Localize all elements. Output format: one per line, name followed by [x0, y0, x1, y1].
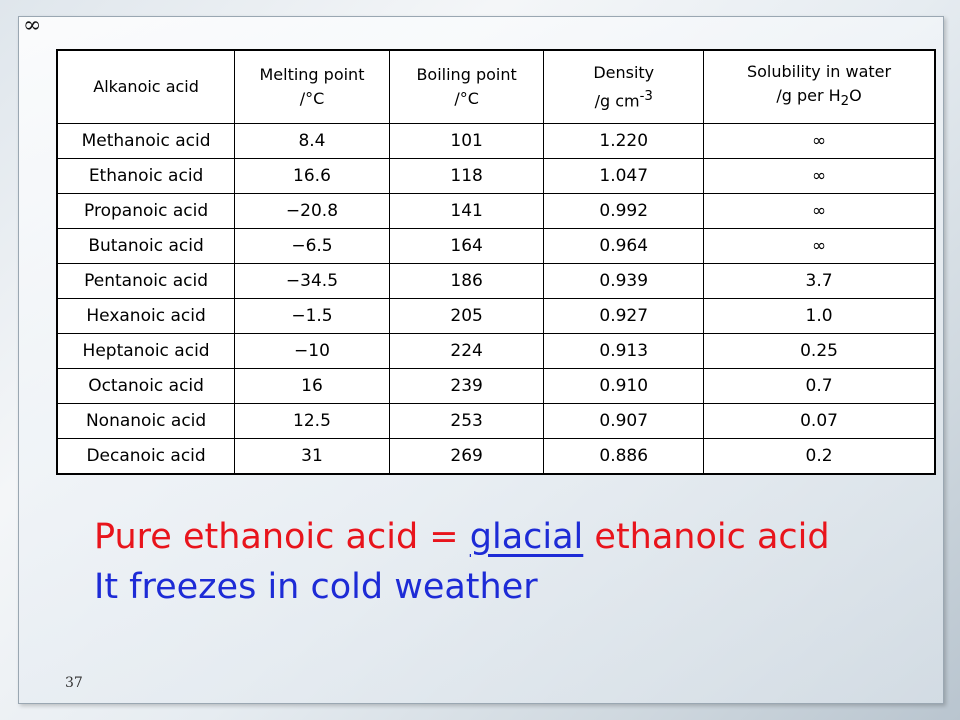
cell-mp: 12.5 [234, 403, 390, 439]
table-row: Methanoic acid 8.4 101 1.220 ∞ [56, 123, 936, 159]
table-row: Butanoic acid −6.5 164 0.964 ∞ [56, 228, 936, 264]
caption-freezes-line: It freezes in cold weather [94, 567, 538, 607]
cell-mp: −1.5 [234, 298, 390, 334]
cell-bp: 205 [388, 298, 545, 334]
cell-bp: 224 [388, 333, 545, 369]
cell-bp: 253 [388, 403, 545, 439]
header-density: Density /g cm-3 [543, 49, 705, 124]
cell-mp: −34.5 [234, 263, 390, 299]
cell-bp: 164 [388, 228, 545, 264]
cell-density: 0.907 [543, 403, 705, 439]
cell-solubility: ∞ [703, 158, 936, 194]
table-row: Pentanoic acid −34.5 186 0.939 3.7 [56, 263, 936, 299]
cell-bp: 118 [388, 158, 545, 194]
table-header-row: Alkanoic acid Melting point /°C Boiling … [56, 49, 936, 124]
cell-solubility: 3.7 [703, 263, 936, 299]
cell-mp-highlight: 16.6 [234, 158, 390, 194]
cell-solubility: ∞ [703, 193, 936, 229]
cell-solubility: ∞ [703, 228, 936, 264]
cell-acid: Hexanoic acid [56, 298, 236, 334]
cell-density: 0.927 [543, 298, 705, 334]
cell-density: 1.047 [543, 158, 705, 194]
cell-mp: −6.5 [234, 228, 390, 264]
cell-mp: −10 [234, 333, 390, 369]
header-boiling-point: Boiling point /°C [388, 49, 545, 124]
slide-number: 37 [65, 675, 83, 691]
cell-bp: 269 [388, 438, 545, 475]
table-row: Propanoic acid −20.8 141 0.992 ∞ [56, 193, 936, 229]
cell-density: 0.964 [543, 228, 705, 264]
cell-bp: 101 [388, 123, 545, 159]
cell-density: 0.913 [543, 333, 705, 369]
cell-acid: Propanoic acid [56, 193, 236, 229]
cell-density: 0.886 [543, 438, 705, 475]
cell-density: 0.910 [543, 368, 705, 404]
cell-acid: Pentanoic acid [56, 263, 236, 299]
glacial-word: glacial [469, 517, 584, 557]
cell-density: 0.939 [543, 263, 705, 299]
cell-solubility: 1.0 [703, 298, 936, 334]
cell-bp: 186 [388, 263, 545, 299]
cell-solubility: 0.07 [703, 403, 936, 439]
cell-solubility: 0.2 [703, 438, 936, 475]
cell-acid: Ethanoic acid [56, 158, 236, 194]
cell-solubility: 0.7 [703, 368, 936, 404]
cell-mp: 16 [234, 368, 390, 404]
cell-bp: 239 [388, 368, 545, 404]
table-row: Nonanoic acid 12.5 253 0.907 0.07 [56, 403, 936, 439]
cell-acid: Butanoic acid [56, 228, 236, 264]
header-solubility: Solubility in water /g per H2O [703, 49, 936, 124]
cell-acid: Octanoic acid [56, 368, 236, 404]
cell-density: 0.992 [543, 193, 705, 229]
table-row: Octanoic acid 16 239 0.910 0.7 [56, 368, 936, 404]
cell-acid: Heptanoic acid [56, 333, 236, 369]
alkanoic-acid-table: Alkanoic acid Melting point /°C Boiling … [56, 49, 936, 475]
cell-bp: 141 [388, 193, 545, 229]
caption-glacial-line: Pure ethanoic acid = glacial ethanoic ac… [94, 517, 830, 557]
cell-solubility: 0.25 [703, 333, 936, 369]
table-row: Heptanoic acid −10 224 0.913 0.25 [56, 333, 936, 369]
cell-mp: 31 [234, 438, 390, 475]
cell-density: 1.220 [543, 123, 705, 159]
cell-solubility: ∞ [703, 123, 936, 159]
table-row: Decanoic acid 31 269 0.886 0.2 [56, 438, 936, 475]
slide-panel: ∞ Alkanoic acid Melting point /°C Boilin… [18, 13, 944, 704]
cell-acid: Decanoic acid [56, 438, 236, 475]
cell-acid: Nonanoic acid [56, 403, 236, 439]
table-row: Ethanoic acid 16.6 118 1.047 ∞ [56, 158, 936, 194]
header-melting-point: Melting point /°C [234, 49, 390, 124]
table-row: Hexanoic acid −1.5 205 0.927 1.0 [56, 298, 936, 334]
cell-acid: Methanoic acid [56, 123, 236, 159]
header-acid: Alkanoic acid [56, 49, 236, 124]
cell-mp: 8.4 [234, 123, 390, 159]
cell-mp: −20.8 [234, 193, 390, 229]
infinity-corner-icon: ∞ [23, 13, 42, 38]
